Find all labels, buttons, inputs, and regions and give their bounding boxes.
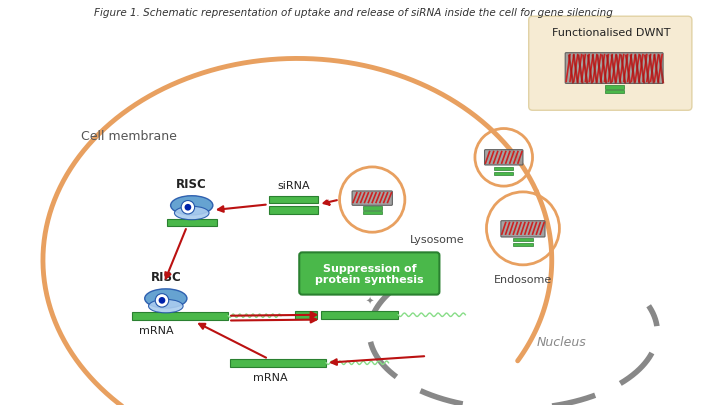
Text: mRNA: mRNA — [253, 373, 288, 382]
Text: Endosome: Endosome — [493, 275, 552, 285]
Bar — [230, 359, 326, 367]
Text: Cell membrane: Cell membrane — [81, 129, 177, 142]
Ellipse shape — [145, 289, 187, 308]
Bar — [513, 239, 532, 242]
Bar — [322, 311, 398, 319]
Bar — [604, 86, 624, 90]
Bar — [363, 211, 382, 215]
Bar — [269, 207, 318, 214]
Text: siRNA: siRNA — [277, 181, 310, 190]
Ellipse shape — [148, 300, 183, 313]
FancyBboxPatch shape — [565, 53, 663, 84]
Text: Figure 1. Schematic representation of uptake and release of siRNA inside the cel: Figure 1. Schematic representation of up… — [94, 8, 613, 18]
Ellipse shape — [175, 207, 209, 220]
Circle shape — [185, 205, 192, 211]
Text: Functionalised DWNT: Functionalised DWNT — [552, 28, 670, 38]
FancyBboxPatch shape — [501, 221, 545, 237]
Ellipse shape — [170, 196, 213, 215]
Bar — [494, 168, 513, 171]
Text: ✦: ✦ — [366, 296, 373, 306]
Text: mRNA: mRNA — [139, 326, 173, 335]
Bar — [296, 311, 317, 319]
FancyBboxPatch shape — [352, 192, 392, 206]
FancyBboxPatch shape — [484, 150, 523, 166]
Bar — [269, 196, 318, 204]
Circle shape — [181, 201, 194, 214]
Text: RISC: RISC — [151, 271, 181, 284]
Bar — [494, 172, 513, 176]
Bar — [132, 312, 228, 320]
FancyBboxPatch shape — [299, 253, 440, 295]
Circle shape — [156, 294, 169, 307]
Bar — [513, 243, 532, 247]
Bar — [363, 207, 382, 210]
Text: Lysosome: Lysosome — [409, 234, 464, 245]
Text: Nucleus: Nucleus — [537, 335, 586, 348]
Bar — [167, 219, 217, 227]
Text: RISC: RISC — [176, 177, 207, 190]
Circle shape — [158, 297, 165, 304]
Bar — [604, 91, 624, 94]
Text: Suppression of
protein synthesis: Suppression of protein synthesis — [315, 263, 423, 285]
FancyBboxPatch shape — [529, 17, 692, 111]
